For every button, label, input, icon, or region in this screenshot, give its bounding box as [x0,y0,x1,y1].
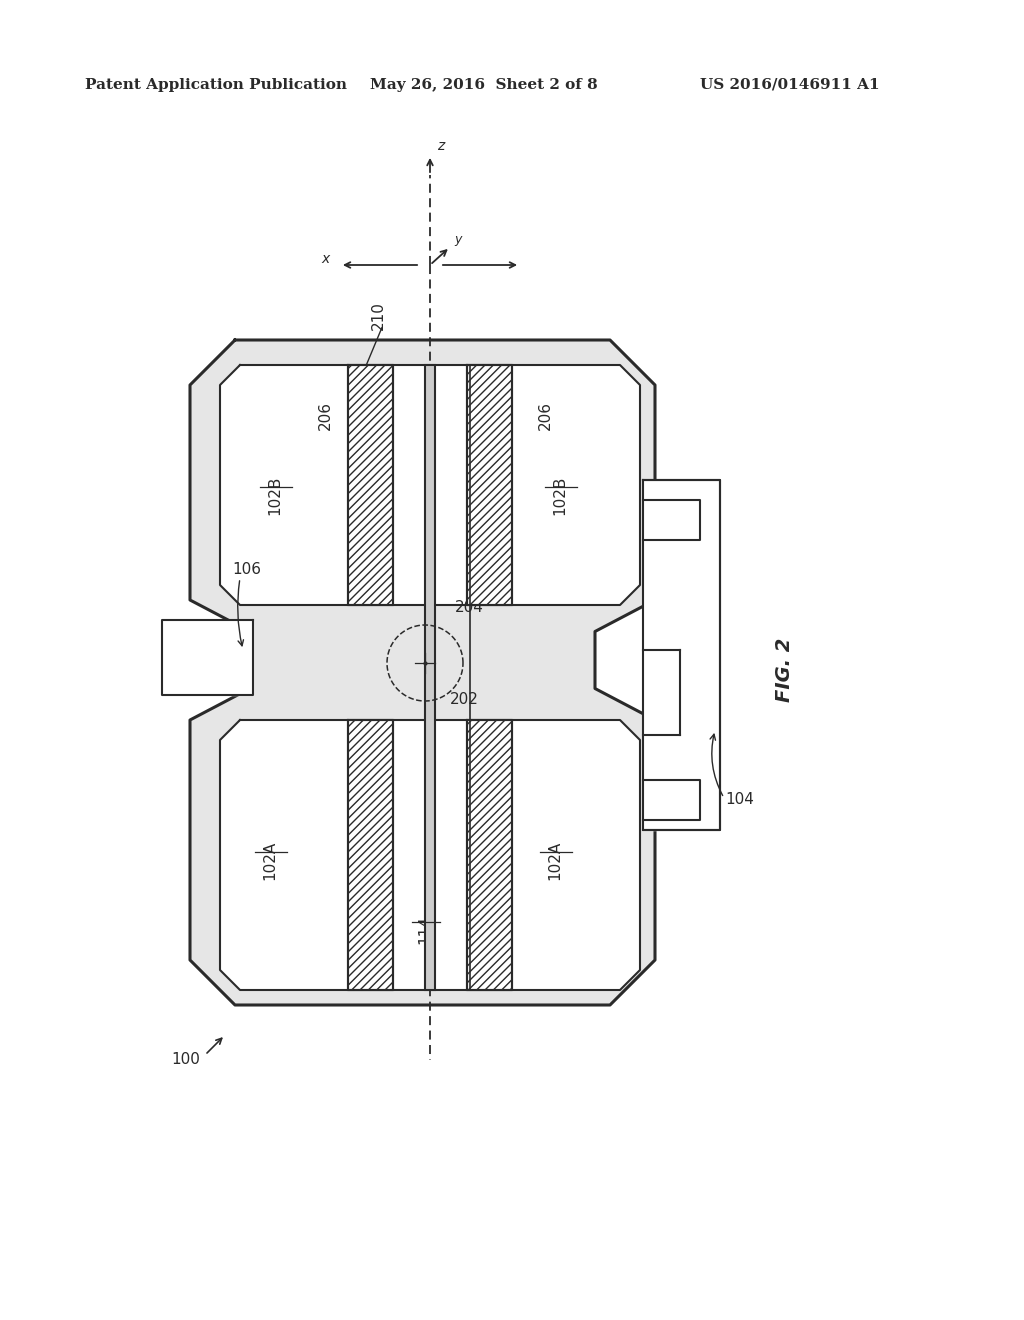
Polygon shape [220,719,640,990]
Polygon shape [643,480,720,830]
Text: 102A: 102A [548,841,562,879]
Text: 206: 206 [538,400,553,429]
Bar [467,719,512,990]
Text: x: x [322,252,330,267]
Text: Patent Application Publication: Patent Application Publication [85,78,347,92]
Polygon shape [190,341,655,1005]
Bar [348,366,393,605]
Bar [425,366,435,990]
Text: 210: 210 [371,301,385,330]
Text: 104: 104 [725,792,754,808]
Text: 202: 202 [450,693,479,708]
Text: 102B: 102B [553,475,567,515]
Text: z: z [437,139,444,153]
Polygon shape [162,620,253,696]
Bar [467,366,512,605]
Text: 206: 206 [317,400,333,429]
Text: US 2016/0146911 A1: US 2016/0146911 A1 [700,78,880,92]
Text: 204: 204 [455,599,484,615]
Text: 114: 114 [418,916,432,944]
Text: FIG. 2: FIG. 2 [775,638,794,702]
Bar [348,719,393,990]
Text: 102A: 102A [262,841,278,879]
Polygon shape [220,366,640,605]
Text: 102B: 102B [267,475,283,515]
Text: May 26, 2016  Sheet 2 of 8: May 26, 2016 Sheet 2 of 8 [370,78,598,92]
Text: y: y [454,234,462,246]
Text: 106: 106 [232,562,261,578]
Text: 100: 100 [171,1052,200,1068]
